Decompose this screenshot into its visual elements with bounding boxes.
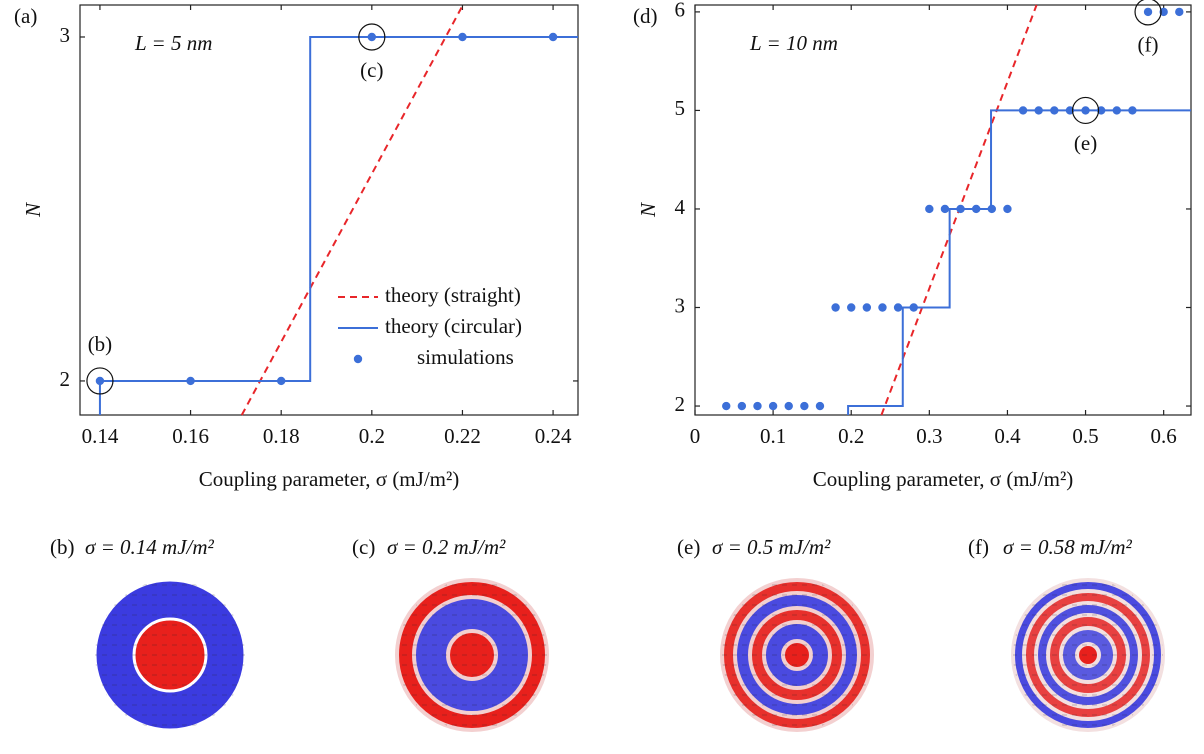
sim-point	[925, 204, 934, 214]
legend-label: simulations	[417, 345, 514, 369]
sim-point	[971, 204, 981, 214]
annotation-circle	[1134, 0, 1162, 26]
sim-point	[784, 401, 793, 411]
y-tick-label: 3	[675, 293, 686, 317]
legend-label: theory (straight)	[385, 283, 521, 307]
disk-b	[93, 578, 247, 732]
annotation-label: (b)	[88, 332, 113, 356]
y-tick-label: 4	[675, 195, 686, 219]
figure-panel: (c)	[352, 535, 375, 559]
sim-point	[95, 376, 105, 386]
sim-point	[862, 303, 872, 312]
annotation-label: (e)	[1074, 131, 1097, 155]
figure-panel: (e)	[677, 535, 700, 559]
x-tick-label: 0.16	[172, 424, 209, 448]
y-tick-label: 2	[675, 392, 686, 416]
x-axis-label: Coupling parameter, σ (mJ/m²)	[199, 467, 460, 491]
x-tick-label: 0.3	[916, 424, 942, 448]
sim-point	[987, 204, 997, 214]
figure-panel: (b)	[50, 535, 75, 559]
sim-point	[878, 303, 887, 312]
sim-point	[1112, 106, 1121, 115]
sim-point	[909, 303, 918, 312]
legend-label: theory (circular)	[385, 314, 522, 338]
figure-caption: σ = 0.2 mJ/m²	[387, 535, 506, 559]
sim-point	[847, 303, 856, 312]
sim-point	[1050, 106, 1059, 115]
x-tick-label: 0.6	[1151, 424, 1177, 448]
y-axis-label: N	[21, 202, 45, 218]
y-tick-label: 5	[675, 96, 686, 120]
figure-panel: (f)	[968, 535, 989, 559]
annotation-label: (c)	[360, 58, 383, 82]
sim-point	[1159, 7, 1168, 17]
x-tick-label: 0.14	[82, 424, 119, 448]
x-tick-label: 0	[690, 424, 701, 448]
x-tick-label: 0.2	[359, 424, 385, 448]
sim-point	[815, 401, 825, 411]
sim-point	[1034, 106, 1043, 115]
plot-frame	[694, 4, 1192, 416]
sim-point	[722, 401, 731, 411]
x-tick-label: 0.22	[444, 424, 481, 448]
theory-line	[847, 109, 1191, 415]
annotation-circle	[1071, 96, 1100, 125]
y-tick-label: 6	[675, 0, 686, 22]
sim-point	[1096, 106, 1106, 115]
sim-point	[956, 204, 965, 214]
panel-label: (a)	[14, 4, 37, 28]
figure-caption: σ = 0.14 mJ/m²	[85, 535, 215, 559]
sim-point	[893, 303, 903, 312]
panel-label: (d)	[633, 4, 658, 28]
sim-point	[186, 376, 195, 386]
sim-point	[276, 376, 286, 386]
x-tick-label: 0.1	[760, 424, 786, 448]
sim-point	[458, 32, 467, 42]
x-tick-label: 0.2	[838, 424, 864, 448]
disk-f	[1011, 578, 1165, 732]
annotation-label: (f)	[1138, 33, 1159, 57]
x-tick-label: 0.5	[1072, 424, 1098, 448]
legend-marker	[353, 354, 363, 364]
sim-point	[1065, 106, 1075, 115]
disk-e	[720, 578, 874, 732]
figure-caption: σ = 0.58 mJ/m²	[1003, 535, 1133, 559]
sim-point	[1143, 7, 1153, 17]
sim-point	[940, 204, 950, 214]
theory-line	[240, 4, 464, 416]
y-axis-label: N	[636, 202, 660, 218]
sim-point	[831, 303, 840, 312]
sim-point	[367, 32, 377, 42]
disk-c	[395, 578, 549, 732]
y-tick-label: 3	[60, 23, 71, 47]
annotation-circle	[358, 23, 386, 51]
sim-point	[737, 401, 747, 411]
plot-frame	[79, 4, 579, 416]
y-tick-label: 2	[60, 367, 71, 391]
sim-point	[753, 401, 762, 411]
sim-point	[768, 401, 778, 411]
sim-point	[548, 32, 558, 42]
plot-annotation: L = 10 nm	[749, 31, 838, 55]
sim-point	[1003, 204, 1012, 214]
x-tick-label: 0.4	[994, 424, 1021, 448]
x-axis-label: Coupling parameter, σ (mJ/m²)	[813, 467, 1074, 491]
sim-point	[1128, 106, 1137, 115]
annotation-circle	[86, 367, 114, 395]
figure-caption: σ = 0.5 mJ/m²	[712, 535, 831, 559]
sim-point	[1018, 106, 1028, 115]
theory-line	[98, 35, 578, 415]
sim-point	[1081, 106, 1090, 115]
sim-point	[800, 401, 809, 411]
x-tick-label: 0.18	[263, 424, 300, 448]
plot-annotation: L = 5 nm	[134, 31, 212, 55]
sim-point	[1175, 7, 1184, 17]
x-tick-label: 0.24	[535, 424, 572, 448]
